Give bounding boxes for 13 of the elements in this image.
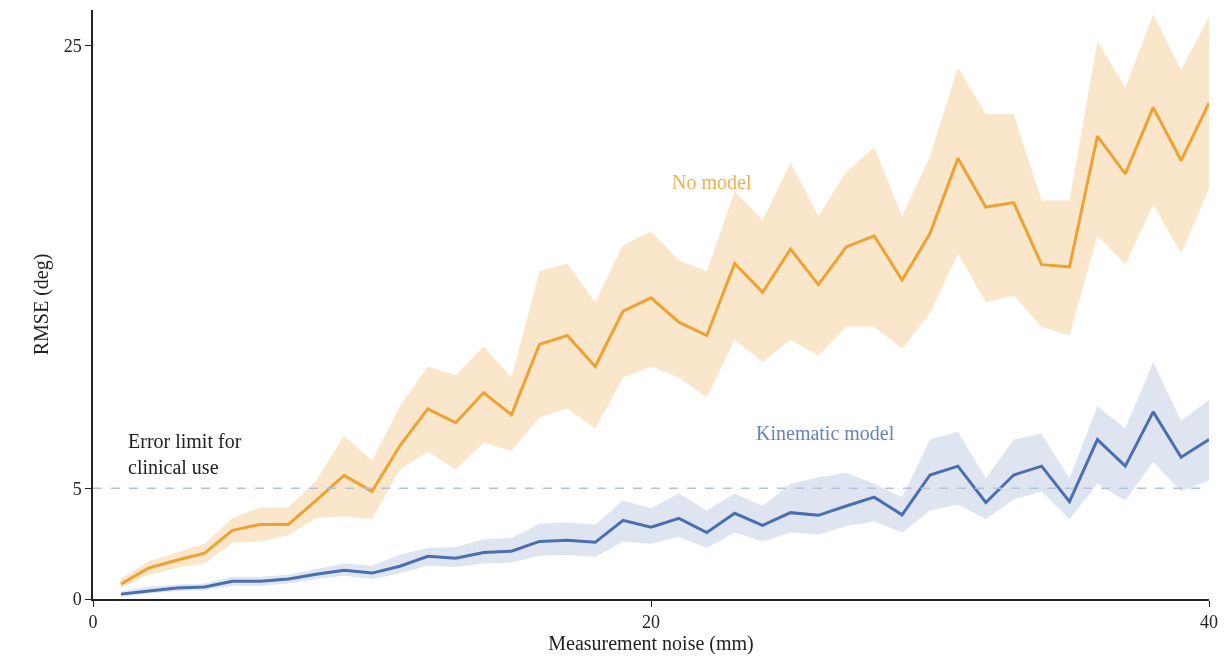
x-tick-label: 0 <box>88 612 98 633</box>
text: Kinematic model <box>756 422 895 444</box>
x-tick-label: 20 <box>642 612 660 633</box>
y-axis-title: RMSE (deg) <box>29 253 53 356</box>
text: No model <box>672 171 752 193</box>
x-axis-title: Measurement noise (mm) <box>548 632 754 656</box>
ref-line-label: Error limit for clinical use <box>128 430 242 478</box>
line-series <box>119 410 1209 596</box>
line-series <box>119 101 1209 586</box>
x-tick-label: 40 <box>1200 612 1218 633</box>
y-tick-label: 25 <box>63 35 82 56</box>
y-tick-label: 5 <box>72 478 82 499</box>
y-tick-label: 0 <box>72 589 82 610</box>
